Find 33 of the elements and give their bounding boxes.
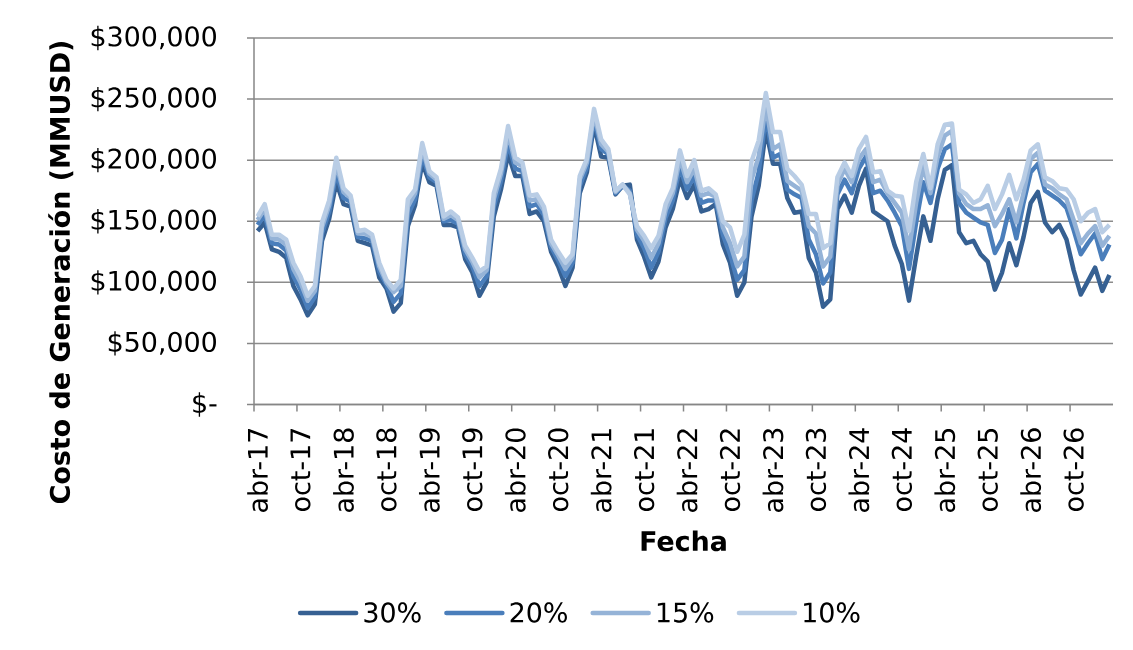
x-tick-label: oct-18 [376,428,397,511]
legend-label: 30% [364,602,421,623]
x-tick-label: abr-18 [333,428,354,512]
x-tick-label: abr-19 [418,428,440,512]
x-tick-label: oct-22 [719,429,741,511]
x-tick-label: oct-24 [891,428,912,511]
y-tick-label: $250,000 [91,86,216,112]
y-tick-label: $50,000 [108,331,216,356]
x-tick-label: oct-20 [548,428,569,511]
y-tick-label: $300,000 [91,25,216,51]
x-tick-label: oct-19 [462,428,483,511]
x-tick-label: abr-23 [762,428,784,512]
x-tick-label: oct-26 [1063,428,1084,511]
legend-label: 10% [804,602,860,623]
x-tick-label: abr-26 [1020,428,1042,512]
legend-label: 15% [657,602,714,623]
x-tick-label: abr-21 [590,429,612,512]
y-tick-label: $200,000 [91,147,216,173]
legend-label: 20% [510,602,567,623]
y-tick-label: $- [193,392,217,417]
x-tick-label: abr-17 [247,428,268,512]
y-tick-label: $150,000 [91,209,216,234]
y-axis-title: Costo de Generación (MMUSD) [48,41,74,504]
x-tick-label: oct-23 [805,428,827,511]
x-tick-label: abr-25 [934,429,956,512]
x-axis-title: Fecha [641,530,726,552]
x-tick-label: oct-21 [633,429,655,511]
x-tick-label: oct-25 [977,429,998,511]
x-tick-label: oct-17 [290,429,311,511]
x-tick-label: abr-20 [504,428,526,512]
x-tick-label: abr-22 [676,429,698,512]
x-tick-label: abr-24 [848,428,870,512]
y-tick-label: $100,000 [91,270,216,295]
